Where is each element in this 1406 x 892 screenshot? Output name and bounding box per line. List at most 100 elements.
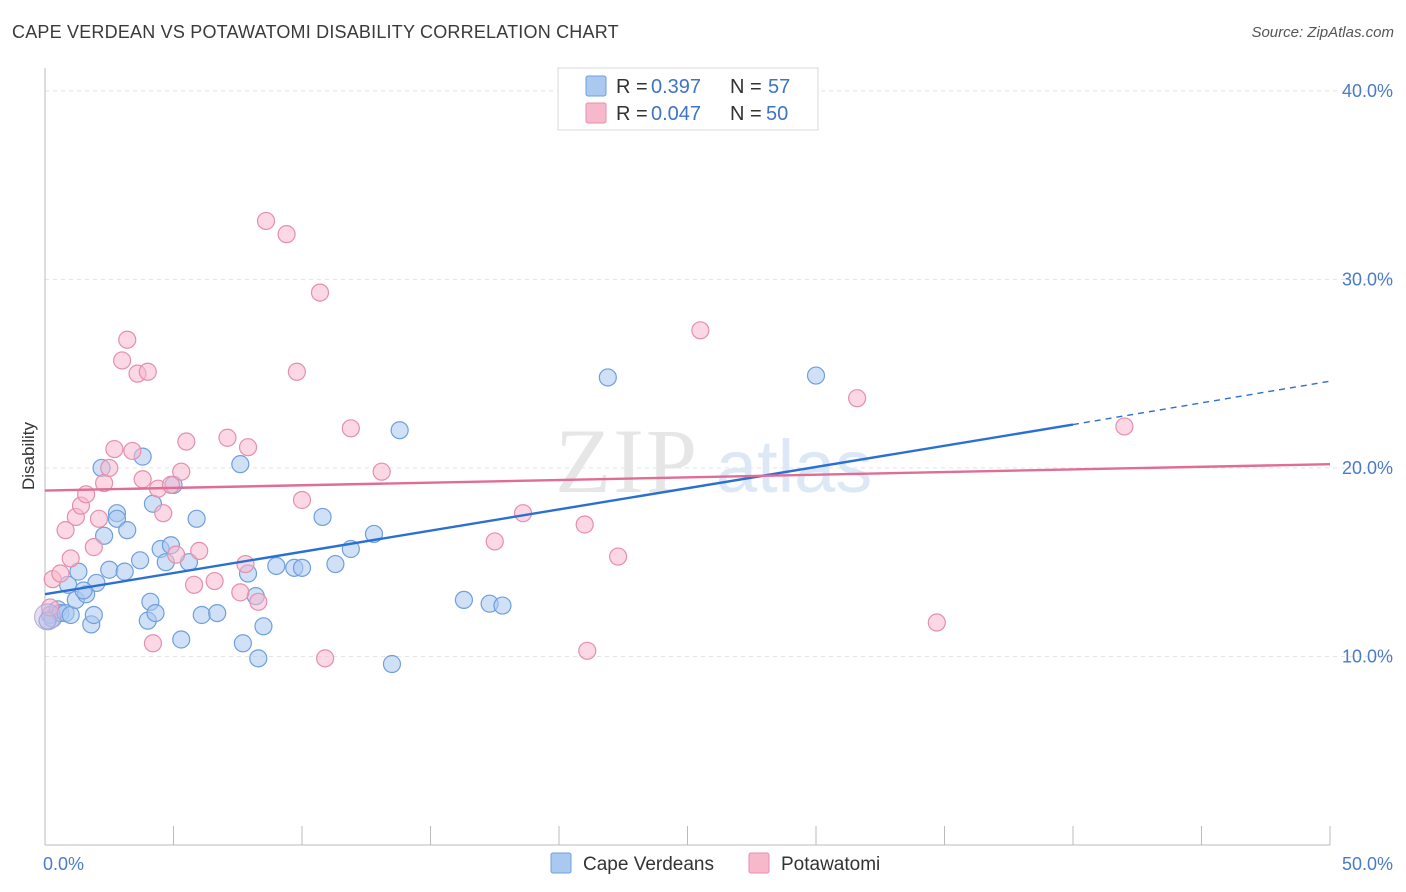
cape-verdean-point <box>313 507 332 527</box>
bottom-legend: Cape Verdeans Potawatomi <box>550 852 880 875</box>
cape-verdean-point <box>61 605 80 625</box>
potawatomi-point <box>89 509 109 528</box>
watermark-zip: ZIP <box>555 410 699 512</box>
chart-title: CAPE VERDEAN VS POTAWATOMI DISABILITY CO… <box>12 22 619 42</box>
potawatomi-point <box>138 362 157 381</box>
potawatomi-point <box>238 438 258 457</box>
potawatomi-point <box>249 592 268 611</box>
potawatomi-point <box>61 549 80 568</box>
cape-verdean-point <box>95 526 114 545</box>
cape-verdean-point <box>118 521 137 540</box>
cape-verdean-trend-line <box>44 423 1074 596</box>
potawatomi-point <box>143 634 163 653</box>
cape-verdean-point <box>115 562 134 581</box>
legend-box: R = 0.397 N = 57 R = 0.047 N = 50 <box>557 67 819 131</box>
potawatomi-point <box>609 547 628 566</box>
cape-verdean-point <box>267 556 286 576</box>
legend-r-label-cape: R = <box>616 76 648 98</box>
legend-swatch-cape <box>585 75 607 97</box>
potawatomi-point <box>205 571 224 591</box>
potawatomi-point <box>287 362 306 381</box>
cape-verdean-point <box>233 634 252 653</box>
trend-lines <box>44 380 1331 596</box>
cape-verdean-point <box>806 366 826 385</box>
cape-verdean-point <box>172 630 191 649</box>
potawatomi-point <box>316 649 335 668</box>
potawatomi-trend-line <box>44 462 1331 492</box>
potawatomi-point <box>578 641 597 660</box>
cape-verdean-point <box>192 605 211 625</box>
cape-verdean-point <box>249 649 268 668</box>
cape-verdean-point <box>74 581 93 600</box>
cape-verdean-trend-extension <box>1072 380 1331 426</box>
cape-verdean-point <box>107 509 127 528</box>
y-tick-label: 10.0% <box>1342 646 1393 666</box>
y-tick-label: 40.0% <box>1342 81 1393 101</box>
potawatomi-point <box>372 462 391 481</box>
potawatomi-point <box>166 545 186 564</box>
overlap-cluster-point <box>34 603 62 631</box>
legend-n-value-pota: 50 <box>766 103 788 125</box>
cape-verdean-point <box>146 603 165 623</box>
potawatomi-point <box>236 554 255 574</box>
bottom-legend-label-pota: Potawatomi <box>781 854 880 875</box>
source-credit: Source: ZipAtlas.com <box>1251 24 1394 41</box>
legend-swatch-pota <box>585 102 607 124</box>
potawatomi-point <box>292 490 312 510</box>
potawatomi-point <box>691 321 710 340</box>
cape-verdean-point <box>493 596 512 615</box>
cape-verdean-point <box>598 368 617 387</box>
potawatomi-point <box>172 462 191 481</box>
cape-verdean-point <box>254 617 273 636</box>
tick-labels: 10.0% 20.0% 30.0% 40.0% 0.0% 50.0% <box>43 81 1393 874</box>
watermark: ZIP atlas <box>555 410 872 512</box>
potawatomi-point <box>231 583 250 602</box>
bottom-legend-label-cape: Cape Verdeans <box>583 854 714 875</box>
potawatomi-point <box>341 419 360 438</box>
potawatomi-point <box>277 225 296 244</box>
legend-n-label-pota: N = <box>730 103 762 125</box>
cape-verdean-point <box>100 560 119 579</box>
legend-n-label-cape: N = <box>730 76 762 98</box>
potawatomi-point <box>177 432 196 451</box>
bottom-legend-swatch-cape <box>550 852 572 874</box>
cape-verdean-point <box>84 605 103 625</box>
potawatomi-point <box>133 470 152 489</box>
potawatomi-point <box>218 428 237 447</box>
cape-verdean-point <box>231 455 250 474</box>
potawatomi-point <box>112 351 132 370</box>
bottom-legend-swatch-pota <box>748 852 770 874</box>
potawatomi-point <box>77 485 96 504</box>
potawatomi-point <box>575 515 594 534</box>
cape-verdean-point <box>454 590 474 610</box>
watermark-atlas: atlas <box>716 425 872 508</box>
cape-verdean-point <box>390 421 409 440</box>
legend-r-label-pota: R = <box>616 103 648 125</box>
cape-verdean-point <box>382 654 402 674</box>
cape-verdean-point <box>208 603 227 623</box>
potawatomi-point <box>105 439 124 459</box>
axes <box>44 68 1331 846</box>
potawatomi-point <box>184 575 204 594</box>
potawatomi-point <box>118 330 137 349</box>
y-tick-label: 30.0% <box>1342 269 1393 289</box>
potawatomi-point <box>56 521 75 540</box>
legend-n-value-cape: 57 <box>768 76 790 98</box>
potawatomi-point <box>1115 417 1134 436</box>
potawatomi-point <box>123 441 142 461</box>
legend-r-value-pota: 0.047 <box>651 103 701 125</box>
potawatomi-point <box>927 613 946 632</box>
potawatomi-point <box>51 564 70 583</box>
cape-verdean-point <box>187 509 206 528</box>
cape-verdean-point <box>326 554 345 574</box>
potawatomi-point <box>848 389 867 408</box>
legend-r-value-cape: 0.397 <box>651 76 701 98</box>
potawatomi-point <box>154 504 173 523</box>
cape-verdean-point <box>292 558 312 577</box>
potawatomi-point <box>485 532 504 551</box>
potawatomi-point <box>310 283 330 302</box>
y-tick-label: 20.0% <box>1342 458 1393 478</box>
x-tick-label: 0.0% <box>43 854 84 874</box>
cape-verdean-point <box>130 551 150 570</box>
